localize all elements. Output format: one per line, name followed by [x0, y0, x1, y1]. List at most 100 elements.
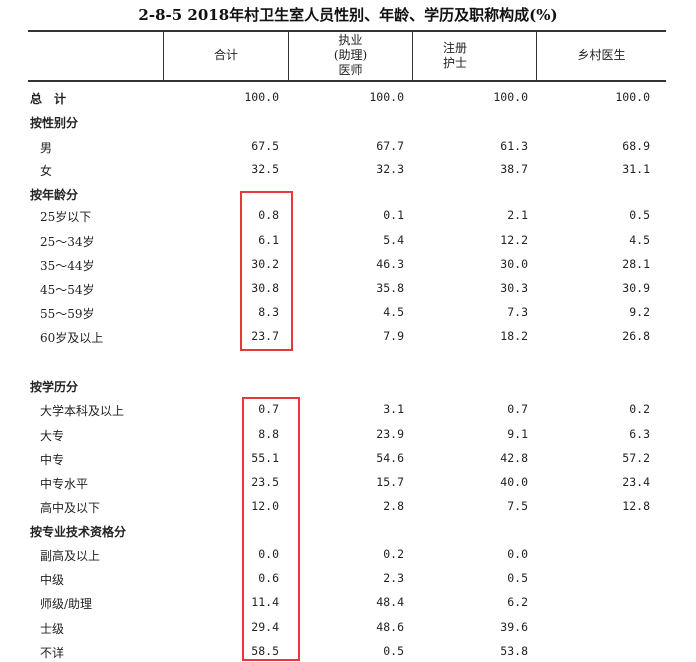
cell-value: 4.5	[629, 233, 650, 247]
row-label: 总 计	[30, 92, 67, 106]
section-row: 按专业技术资格分	[0, 521, 696, 541]
cell-value: 40.0	[500, 475, 528, 489]
column-header-physician: 执业 (助理) 医师	[333, 33, 368, 77]
cell-value: 8.3	[258, 305, 279, 319]
cell-value: 67.7	[376, 139, 404, 153]
cell-value: 100.0	[369, 90, 404, 104]
table-title: 2-8-5 2018年村卫生室人员性别、年龄、学历及职称构成(%)	[138, 6, 558, 24]
cell-value: 0.6	[258, 571, 279, 585]
cell-value: 5.4	[383, 233, 404, 247]
row-label: 不详	[40, 646, 65, 660]
table-row: 45～54岁 30.8 35.8 30.3 30.9	[0, 279, 696, 299]
cell-value: 0.5	[383, 644, 404, 658]
column-header-total: 合计	[213, 48, 238, 62]
row-label: 大专	[40, 429, 65, 443]
cell-value: 6.1	[258, 233, 279, 247]
row-label: 男	[40, 141, 53, 155]
cell-value: 23.5	[251, 475, 279, 489]
cell-value: 57.2	[622, 451, 650, 465]
table-row: 35～44岁 30.2 46.3 30.0 28.1	[0, 255, 696, 275]
cell-value: 100.0	[493, 90, 528, 104]
cell-value: 23.7	[251, 329, 279, 343]
cell-value: 30.3	[500, 281, 528, 295]
row-label: 师级/助理	[40, 597, 93, 611]
cell-value: 31.1	[622, 162, 650, 176]
cell-value: 2.3	[383, 571, 404, 585]
table-row: 中专 55.1 54.6 42.8 57.2	[0, 449, 696, 469]
cell-value: 46.3	[376, 257, 404, 271]
highlight-box-age	[240, 191, 293, 351]
cell-value: 35.8	[376, 281, 404, 295]
cell-value: 67.5	[251, 139, 279, 153]
cell-value: 0.5	[629, 208, 650, 222]
row-label: 25～34岁	[40, 235, 95, 249]
table-row: 55～59岁 8.3 4.5 7.3 9.2	[0, 303, 696, 323]
total-row: 总 计 100.0 100.0 100.0 100.0	[0, 88, 696, 108]
column-divider	[412, 31, 413, 80]
cell-value: 30.8	[251, 281, 279, 295]
table-row: 男 67.5 67.7 61.3 68.9	[0, 137, 696, 157]
row-label: 大学本科及以上	[40, 404, 125, 418]
cell-value: 38.7	[500, 162, 528, 176]
cell-value: 53.8	[500, 644, 528, 658]
cell-value: 8.8	[258, 427, 279, 441]
cell-value: 32.3	[376, 162, 404, 176]
table-row: 中级 0.6 2.3 0.5	[0, 569, 696, 589]
row-label: 45～54岁	[40, 283, 95, 297]
cell-value: 6.2	[507, 595, 528, 609]
cell-value: 30.2	[251, 257, 279, 271]
cell-value: 0.5	[507, 571, 528, 585]
cell-value: 28.1	[622, 257, 650, 271]
cell-value: 58.5	[251, 644, 279, 658]
table-row: 大学本科及以上 0.7 3.1 0.7 0.2	[0, 400, 696, 420]
cell-value: 3.1	[383, 402, 404, 416]
table-row: 高中及以下 12.0 2.8 7.5 12.8	[0, 497, 696, 517]
cell-value: 12.2	[500, 233, 528, 247]
section-row: 按性别分	[0, 112, 696, 132]
cell-value: 2.8	[383, 499, 404, 513]
cell-value: 0.2	[629, 402, 650, 416]
cell-value: 7.5	[507, 499, 528, 513]
cell-value: 48.4	[376, 595, 404, 609]
table-row: 士级 29.4 48.6 39.6	[0, 618, 696, 638]
row-label: 士级	[40, 622, 65, 636]
cell-value: 4.5	[383, 305, 404, 319]
cell-value: 29.4	[251, 620, 279, 634]
cell-value: 55.1	[251, 451, 279, 465]
section-row: 按年龄分	[0, 184, 696, 204]
cell-value: 9.2	[629, 305, 650, 319]
cell-value: 7.9	[383, 329, 404, 343]
top-rule	[28, 30, 666, 32]
cell-value: 48.6	[376, 620, 404, 634]
row-label: 按学历分	[30, 380, 79, 394]
cell-value: 0.1	[383, 208, 404, 222]
cell-value: 11.4	[251, 595, 279, 609]
cell-value: 32.5	[251, 162, 279, 176]
cell-value: 0.0	[507, 547, 528, 561]
cell-value: 0.0	[258, 547, 279, 561]
table-row: 不详 58.5 0.5 53.8	[0, 642, 696, 662]
table-row: 25岁以下 0.8 0.1 2.1 0.5	[0, 206, 696, 226]
cell-value: 0.7	[258, 402, 279, 416]
row-label: 按性别分	[30, 116, 79, 130]
row-label: 按专业技术资格分	[30, 525, 127, 539]
table-row: 副高及以上 0.0 0.2 0.0	[0, 545, 696, 565]
row-label: 女	[40, 164, 53, 178]
cell-value: 15.7	[376, 475, 404, 489]
table-row: 大专 8.8 23.9 9.1 6.3	[0, 425, 696, 445]
row-label: 中专水平	[40, 477, 89, 491]
row-label: 25岁以下	[40, 210, 92, 224]
cell-value: 12.8	[622, 499, 650, 513]
cell-value: 0.7	[507, 402, 528, 416]
cell-value: 26.8	[622, 329, 650, 343]
table-row: 师级/助理 11.4 48.4 6.2	[0, 593, 696, 613]
cell-value: 23.4	[622, 475, 650, 489]
cell-value: 0.8	[258, 208, 279, 222]
cell-value: 30.0	[500, 257, 528, 271]
cell-value: 7.3	[507, 305, 528, 319]
cell-value: 9.1	[507, 427, 528, 441]
column-divider	[163, 31, 164, 80]
cell-value: 23.9	[376, 427, 404, 441]
table-row: 25～34岁 6.1 5.4 12.2 4.5	[0, 231, 696, 251]
row-label: 高中及以下	[40, 501, 101, 515]
